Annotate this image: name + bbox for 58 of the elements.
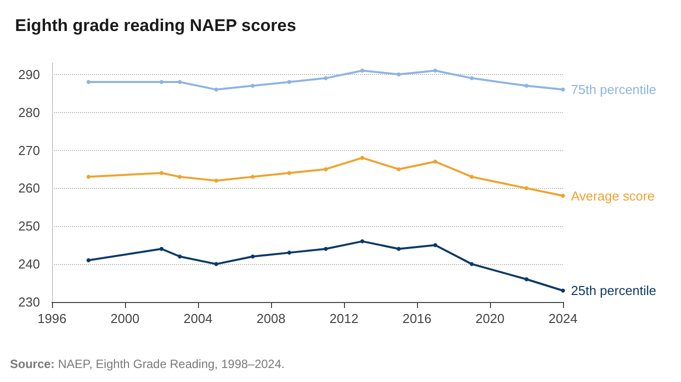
y-tick-label: 260 bbox=[18, 180, 40, 196]
series-label: 75th percentile bbox=[571, 82, 656, 98]
point bbox=[160, 246, 164, 251]
x-tick-label: 2004 bbox=[184, 311, 212, 326]
series-label: 25th percentile bbox=[571, 283, 656, 298]
point bbox=[250, 254, 255, 258]
y-tick-label: 280 bbox=[18, 104, 40, 120]
point bbox=[324, 246, 328, 251]
point bbox=[86, 258, 90, 262]
x-tick-label: 2016 bbox=[402, 311, 432, 326]
y-tick-label: 230 bbox=[18, 294, 40, 310]
point bbox=[178, 80, 182, 84]
y-tick-label: 250 bbox=[18, 218, 40, 234]
point bbox=[561, 88, 565, 92]
y-tick-label: 270 bbox=[18, 142, 40, 158]
point bbox=[360, 156, 364, 160]
series-label: Average score bbox=[571, 188, 655, 204]
point bbox=[214, 178, 218, 183]
chart-title: Eighth grade reading NAEP scores bbox=[15, 16, 296, 35]
x-tick-label: 2020 bbox=[476, 311, 504, 326]
point bbox=[433, 243, 438, 248]
point bbox=[524, 186, 528, 190]
x-tick-label: 2024 bbox=[548, 311, 578, 326]
point bbox=[178, 174, 182, 179]
point bbox=[396, 72, 401, 76]
point bbox=[396, 246, 401, 251]
point bbox=[250, 84, 255, 88]
point bbox=[360, 68, 364, 73]
point bbox=[86, 174, 90, 179]
point bbox=[324, 76, 328, 80]
point bbox=[524, 84, 528, 88]
point bbox=[561, 194, 565, 198]
point bbox=[287, 80, 292, 84]
point bbox=[178, 254, 182, 258]
point bbox=[214, 88, 218, 92]
point bbox=[470, 262, 474, 266]
point bbox=[524, 277, 528, 282]
point bbox=[324, 167, 328, 172]
point bbox=[86, 80, 90, 84]
x-tick-label: 2012 bbox=[330, 311, 358, 326]
x-tick-label: 2008 bbox=[256, 311, 286, 326]
point bbox=[250, 174, 255, 179]
point bbox=[287, 171, 292, 176]
point bbox=[433, 68, 438, 73]
x-tick-label: 1996 bbox=[38, 311, 66, 326]
x-tick-label: 2000 bbox=[110, 311, 140, 326]
y-tick-label: 240 bbox=[18, 256, 40, 272]
point bbox=[287, 250, 292, 255]
y-tick-label: 290 bbox=[18, 66, 40, 82]
point bbox=[360, 239, 364, 244]
point bbox=[160, 171, 164, 176]
point bbox=[470, 76, 474, 80]
point bbox=[470, 174, 474, 179]
point bbox=[433, 160, 438, 164]
source-note: Source: NAEP, Eighth Grade Reading, 1998–2024. bbox=[10, 357, 285, 371]
point bbox=[396, 167, 401, 172]
point bbox=[214, 262, 218, 266]
point bbox=[561, 288, 565, 293]
